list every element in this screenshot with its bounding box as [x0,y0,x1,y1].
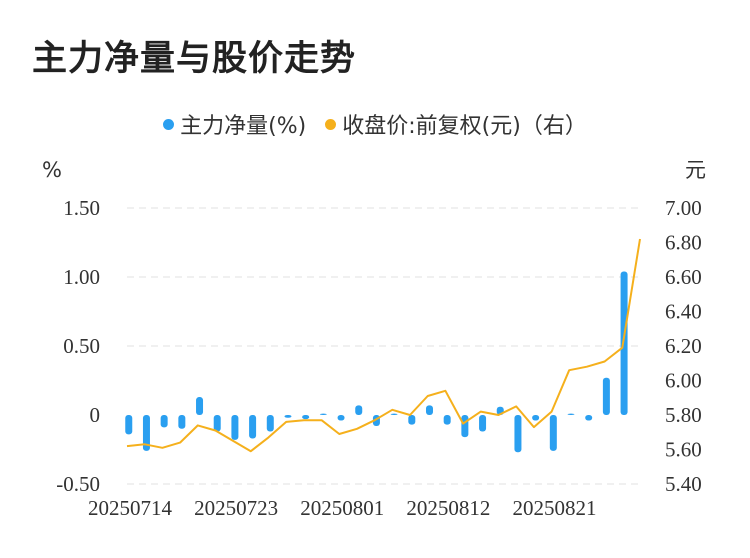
bar [443,415,451,425]
right-tick-label: 6.40 [665,300,702,324]
bar [125,415,133,435]
left-axis-unit: % [42,158,62,182]
bar [337,415,345,421]
left-tick-label: 0.50 [63,334,100,358]
right-axis-ticks: 7.00 6.80 6.60 6.40 6.20 6.00 5.80 5.60 5.40 [665,196,702,496]
chart-title: 主力净量与股价走势 [32,39,357,79]
right-axis-unit: 元 [685,158,706,182]
price-line [126,238,641,453]
legend: 主力净量(%) 收盘价:前复权(元)（右） [0,108,750,140]
right-tick-label: 5.40 [665,472,702,496]
bar [231,415,239,440]
legend-dot-price [325,118,337,130]
right-tick-label: 5.80 [665,403,702,427]
legend-label-net: 主力净量(%) [180,114,307,139]
right-tick-label: 7.00 [665,196,702,220]
x-tick-label: 20250723 [194,496,278,520]
line-series [126,238,641,453]
left-tick-label: -0.50 [56,472,100,496]
x-tick-label: 20250714 [88,496,173,520]
right-tick-label: 5.60 [665,438,702,462]
x-tick-label: 20250801 [300,496,384,520]
legend-label-price: 收盘价:前复权(元)（右） [342,114,587,139]
bar [266,415,274,432]
bar [160,415,168,428]
bar [479,415,487,432]
bar [302,415,310,420]
right-tick-label: 6.00 [665,369,702,393]
right-tick-label: 6.20 [665,334,702,358]
bar [620,271,628,415]
bar [390,413,398,415]
bar [284,415,292,418]
legend-item-net[interactable]: 主力净量(%) [163,108,306,140]
bar [355,405,363,415]
bar [425,405,433,415]
bar [532,415,540,421]
grid-lines [127,207,640,485]
bar [514,415,522,453]
bar [585,415,593,421]
bar [602,377,610,415]
bar [408,415,416,425]
left-axis-ticks: 1.50 1.00 0.50 0 -0.50 [56,196,100,496]
legend-dot-net [163,118,175,130]
bar [461,415,469,438]
bar [142,415,150,451]
bar [567,413,575,415]
right-tick-label: 6.60 [665,265,702,289]
left-tick-label: 1.00 [63,265,100,289]
x-axis-ticks: 20250714 20250723 20250801 20250812 20250821 [88,496,597,520]
bar [319,413,327,415]
left-tick-label: 0 [90,403,101,427]
bar [196,397,204,415]
right-tick-label: 6.80 [665,231,702,255]
bar [213,415,221,432]
bar [178,415,186,429]
bar-series [125,271,628,453]
left-tick-label: 1.50 [63,196,100,220]
bar [249,415,257,439]
bar [549,415,557,451]
legend-item-price[interactable]: 收盘价:前复权(元)（右） [325,108,587,140]
x-tick-label: 20250821 [513,496,597,520]
x-tick-label: 20250812 [406,496,490,520]
